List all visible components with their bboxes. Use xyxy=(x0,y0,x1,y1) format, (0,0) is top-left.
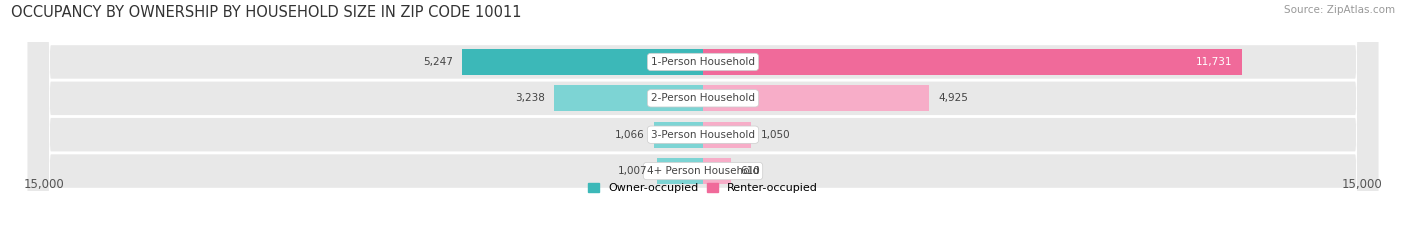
Text: 4+ Person Household: 4+ Person Household xyxy=(647,166,759,176)
FancyBboxPatch shape xyxy=(28,0,1378,233)
FancyBboxPatch shape xyxy=(28,0,1378,233)
Text: 15,000: 15,000 xyxy=(1341,178,1382,191)
Text: Source: ZipAtlas.com: Source: ZipAtlas.com xyxy=(1284,5,1395,15)
FancyBboxPatch shape xyxy=(28,0,1378,233)
Legend: Owner-occupied, Renter-occupied: Owner-occupied, Renter-occupied xyxy=(583,178,823,197)
Text: 1-Person Household: 1-Person Household xyxy=(651,57,755,67)
Text: 1,066: 1,066 xyxy=(614,130,645,140)
Bar xyxy=(703,85,929,111)
Text: 1,007: 1,007 xyxy=(619,166,648,176)
Bar xyxy=(703,122,751,148)
Text: 11,731: 11,731 xyxy=(1197,57,1233,67)
Text: 3-Person Household: 3-Person Household xyxy=(651,130,755,140)
Text: 3,238: 3,238 xyxy=(515,93,546,103)
Text: 4,925: 4,925 xyxy=(938,93,969,103)
Bar xyxy=(703,49,1241,75)
FancyBboxPatch shape xyxy=(28,0,1378,233)
Bar xyxy=(654,122,703,148)
Text: 2-Person Household: 2-Person Household xyxy=(651,93,755,103)
Text: 610: 610 xyxy=(740,166,761,176)
Bar xyxy=(703,158,731,184)
Text: OCCUPANCY BY OWNERSHIP BY HOUSEHOLD SIZE IN ZIP CODE 10011: OCCUPANCY BY OWNERSHIP BY HOUSEHOLD SIZE… xyxy=(11,5,522,20)
Bar xyxy=(463,49,703,75)
Bar xyxy=(657,158,703,184)
Bar xyxy=(554,85,703,111)
Text: 5,247: 5,247 xyxy=(423,57,453,67)
Text: 1,050: 1,050 xyxy=(761,130,790,140)
Text: 15,000: 15,000 xyxy=(24,178,65,191)
